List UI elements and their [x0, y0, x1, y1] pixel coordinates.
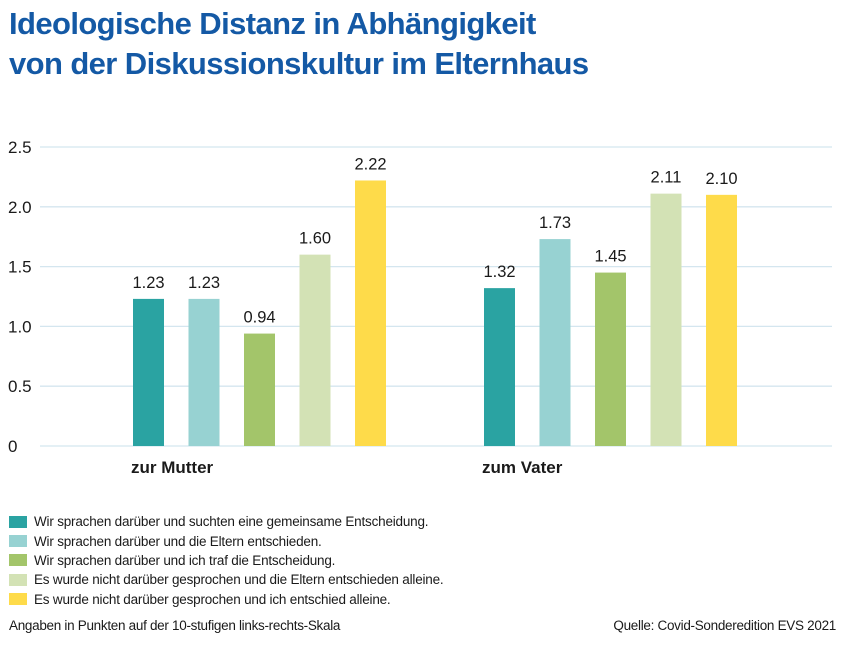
legend-item: Wir sprachen darüber und ich traf die En… — [9, 551, 443, 570]
legend-label: Wir sprachen darüber und suchten eine ge… — [34, 514, 429, 530]
y-tick-label: 2.5 — [8, 138, 32, 157]
legend-label: Wir sprachen darüber und ich traf die En… — [34, 552, 336, 568]
gridlines — [40, 146, 832, 447]
value-label: 2.11 — [651, 169, 682, 187]
legend-item: Es wurde nicht darüber gesprochen und ic… — [9, 590, 443, 609]
bar — [244, 333, 275, 446]
bars — [133, 180, 737, 446]
value-label: 2.10 — [705, 170, 737, 188]
bar-chart: 0 0.5 1.0 1.5 2.0 2.5 1.23 1.23 0.94 1.60 2.22 1.3… — [8, 138, 832, 477]
category-label: zum Vater — [482, 458, 563, 477]
bar — [188, 298, 220, 446]
value-labels: 1.23 1.23 0.94 1.60 2.22 1.32 1.73 1.45 2.11 2.10 — [132, 155, 737, 326]
value-label: 1.32 — [483, 263, 515, 281]
footnote: Angaben in Punkten auf der 10-stufigen l… — [9, 618, 341, 633]
bar — [355, 180, 386, 446]
source-note: Quelle: Covid-Sonderedition EVS 2021 — [613, 618, 836, 633]
legend-label: Wir sprachen darüber und die Eltern ents… — [34, 533, 322, 549]
y-tick-label: 0 — [8, 437, 17, 456]
bar — [650, 193, 682, 446]
bar — [539, 239, 571, 446]
y-axis-tick-labels: 0 0.5 1.0 1.5 2.0 2.5 — [8, 138, 32, 456]
y-tick-label: 1.5 — [8, 258, 32, 277]
bar — [595, 272, 626, 446]
bar — [133, 298, 164, 446]
legend-swatch — [9, 573, 27, 586]
legend-swatch — [9, 593, 27, 606]
value-label: 2.22 — [354, 155, 386, 173]
legend-item: Es wurde nicht darüber gesprochen und di… — [9, 570, 444, 589]
bar — [706, 194, 737, 446]
value-label: 1.45 — [594, 248, 626, 266]
y-tick-label: 2.0 — [8, 198, 32, 217]
legend-swatch — [9, 535, 27, 548]
bar — [484, 288, 515, 446]
value-label: 0.94 — [243, 309, 275, 327]
legend-item: Wir sprachen darüber und suchten eine ge… — [9, 512, 443, 531]
chart-title-line-2: von der Diskussionskultur im Elternhaus — [9, 46, 589, 81]
legend-label: Es wurde nicht darüber gesprochen und ic… — [34, 591, 391, 607]
legend: Wir sprachen darüber und suchten eine ge… — [9, 512, 444, 609]
chart-title-line-1: Ideologische Distanz in Abhängigkeit — [9, 6, 536, 41]
value-label: 1.23 — [188, 274, 220, 292]
legend-swatch — [9, 515, 27, 528]
bar — [299, 254, 331, 446]
legend-swatch — [9, 554, 27, 567]
value-label: 1.23 — [132, 274, 164, 292]
value-label: 1.60 — [299, 230, 331, 248]
legend-item: Wir sprachen darüber und die Eltern ents… — [9, 531, 443, 550]
y-tick-label: 0.5 — [8, 377, 32, 396]
y-tick-label: 1.0 — [8, 317, 32, 336]
category-labels: zur Mutter zum Vater — [131, 458, 563, 477]
value-label: 1.73 — [539, 214, 571, 232]
category-label: zur Mutter — [131, 458, 214, 477]
legend-label: Es wurde nicht darüber gesprochen und di… — [34, 572, 444, 588]
chart-title: Ideologische Distanz in Abhängigkeit von… — [9, 4, 839, 84]
